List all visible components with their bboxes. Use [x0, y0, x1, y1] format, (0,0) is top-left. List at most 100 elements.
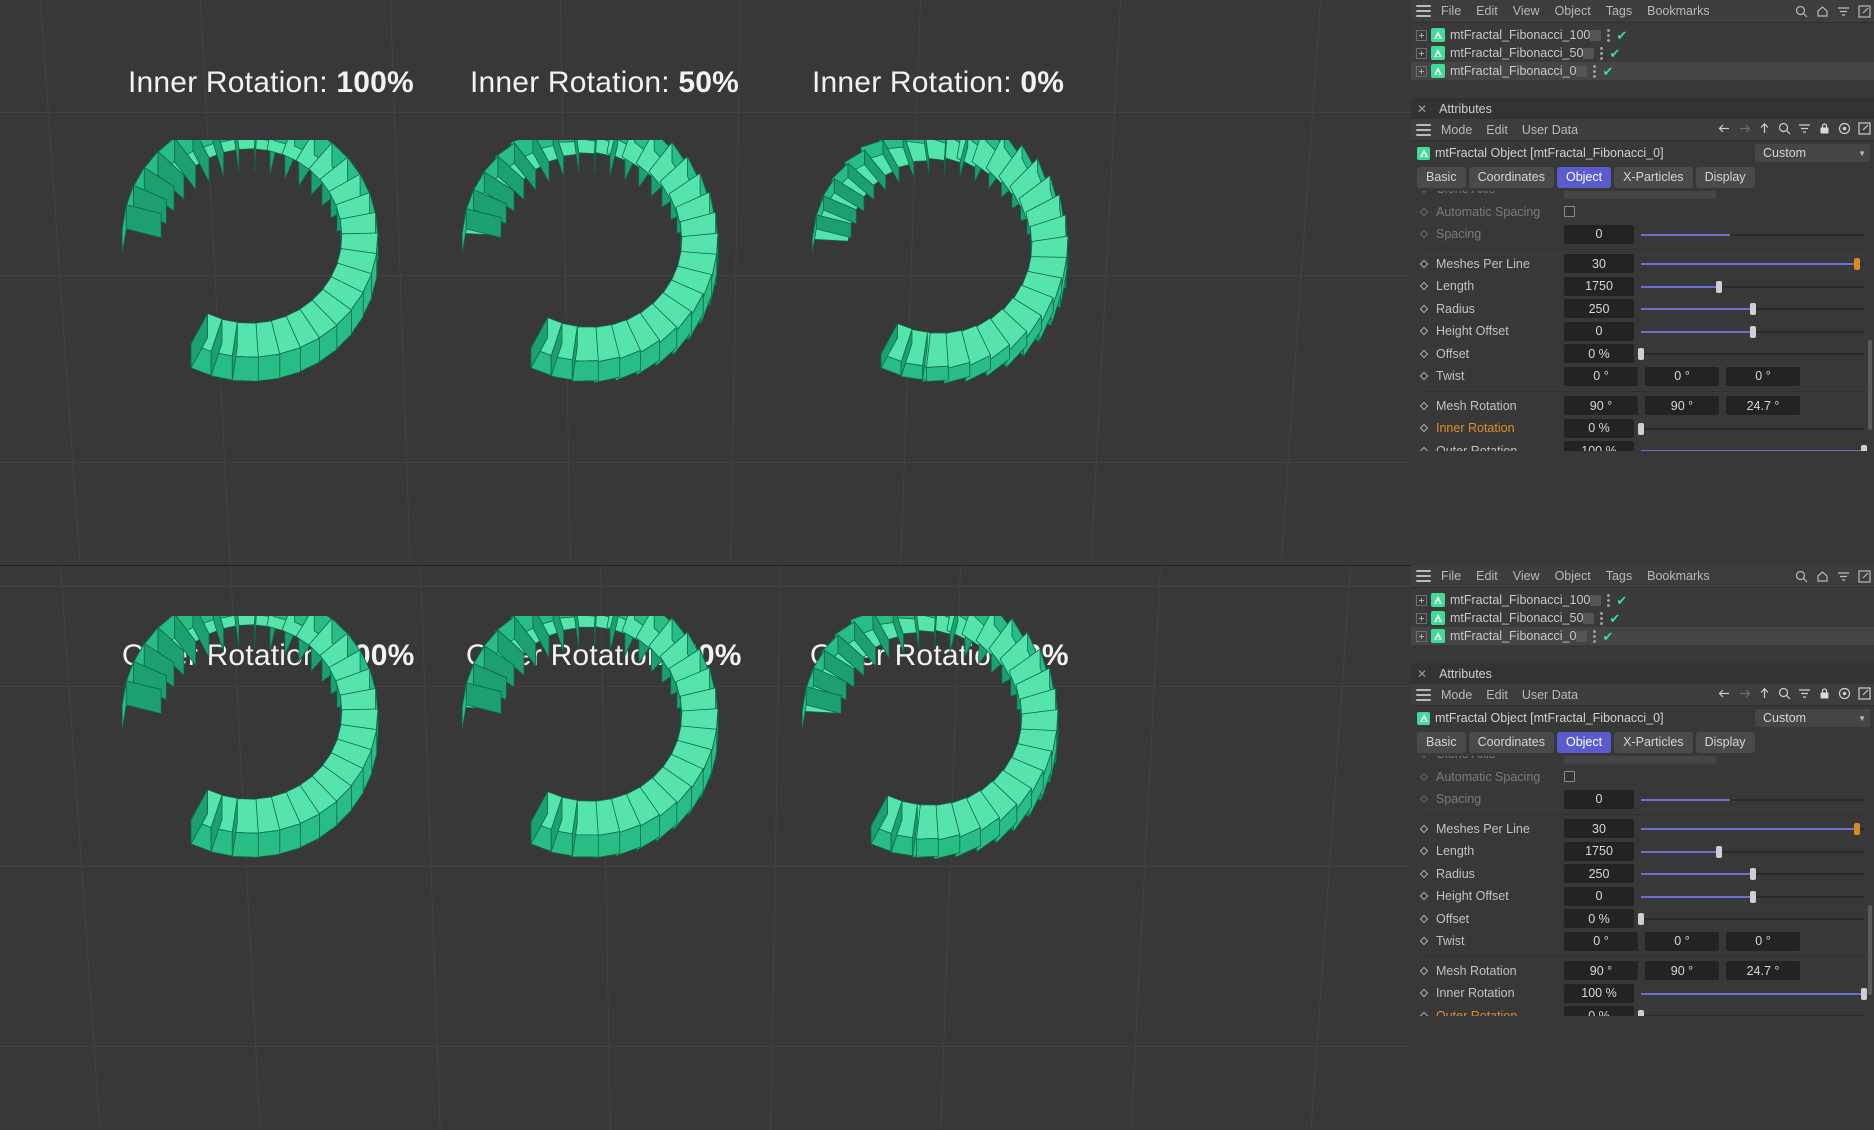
checkbox[interactable] — [1564, 771, 1575, 783]
param-slider[interactable] — [1641, 790, 1864, 809]
param-value-field-3[interactable]: 0 ° — [1726, 366, 1800, 386]
attributes-menubar[interactable]: Mode Edit User Data — [1411, 119, 1874, 141]
object-name[interactable]: mtFractal_Fibonacci_0 — [1450, 629, 1577, 643]
filter-icon[interactable] — [1837, 570, 1850, 583]
param-row-twist[interactable]: Twist 0 ° 0 ° 0 ° — [1411, 930, 1874, 953]
object-name[interactable]: mtFractal_Fibonacci_50 — [1450, 46, 1584, 60]
attributes-menubar[interactable]: Mode Edit User Data — [1411, 684, 1874, 706]
tag-icon[interactable] — [1590, 29, 1602, 41]
param-row-spacing[interactable]: Spacing 0 — [1411, 788, 1874, 811]
param-value-field-1[interactable]: 90 ° — [1564, 396, 1638, 416]
visibility-check-icon[interactable]: ✔ — [1602, 63, 1614, 79]
param-value-field[interactable]: 100 % — [1564, 441, 1634, 451]
up-arrow-icon[interactable] — [1758, 122, 1771, 138]
param-value-field[interactable]: 30 — [1564, 254, 1634, 274]
param-value-field[interactable]: 100 % — [1564, 983, 1634, 1003]
tab-basic[interactable]: Basic — [1417, 732, 1466, 753]
keyframe-diamond-icon[interactable] — [1419, 446, 1429, 451]
param-slider[interactable] — [1641, 277, 1864, 296]
dots-icon[interactable] — [1607, 593, 1611, 607]
om-menu-edit[interactable]: Edit — [1476, 4, 1498, 18]
slider-knob[interactable] — [1854, 258, 1861, 271]
tab-object[interactable]: Object — [1556, 732, 1612, 753]
am-menu-edit[interactable]: Edit — [1486, 687, 1508, 702]
keyframe-diamond-icon[interactable] — [1419, 304, 1429, 313]
filter-icon[interactable] — [1798, 122, 1811, 138]
object-tags[interactable]: ✔ — [1583, 610, 1874, 626]
param-value-field-1[interactable]: 0 ° — [1564, 931, 1638, 951]
keyframe-diamond-icon[interactable] — [1419, 756, 1429, 759]
param-row-length[interactable]: Length 1750 — [1411, 275, 1874, 298]
param-row-mesh-rotation[interactable]: Mesh Rotation 90 ° 90 ° 24.7 ° — [1411, 960, 1874, 983]
tab-object[interactable]: Object — [1556, 167, 1612, 188]
viewport-outer-rotation[interactable]: Outer Rotation: 100% Outer Rotation: 50%… — [0, 565, 1411, 1130]
param-row-height-offset[interactable]: Height Offset 0 — [1411, 885, 1874, 908]
parameter-list-top[interactable]: Clone Axis Automatic Spacing Spacing 0 Meshe… — [1411, 191, 1874, 451]
slider-knob[interactable] — [1861, 987, 1867, 1000]
object-tags[interactable]: ✔ — [1576, 63, 1874, 79]
attributes-tabs[interactable]: Basic Coordinates Object X-Particles Dis… — [1411, 730, 1874, 756]
slider-knob[interactable] — [1854, 823, 1861, 836]
param-row-automatic-spacing[interactable]: Automatic Spacing — [1411, 766, 1874, 789]
param-value-field-2[interactable]: 90 ° — [1645, 961, 1719, 981]
slider-knob[interactable] — [1749, 868, 1756, 881]
object-list-top[interactable]: mtFractal_Fibonacci_100 ✔ mtFractal_Fibo… — [1411, 23, 1874, 80]
list-item[interactable]: mtFractal_Fibonacci_50 ✔ — [1411, 44, 1874, 62]
param-row-outer-rotation[interactable]: Outer Rotation 100 % — [1411, 440, 1874, 451]
param-slider[interactable] — [1638, 344, 1864, 363]
keyframe-diamond-icon[interactable] — [1419, 869, 1429, 878]
param-value-field-3[interactable]: 0 ° — [1726, 931, 1800, 951]
param-row-mesh-rotation[interactable]: Mesh Rotation 90 ° 90 ° 24.7 ° — [1411, 395, 1874, 418]
tag-icon[interactable] — [1576, 65, 1588, 77]
expand-icon[interactable] — [1416, 630, 1427, 642]
dots-icon[interactable] — [1600, 611, 1604, 625]
list-item[interactable]: mtFractal_Fibonacci_0 ✔ — [1411, 627, 1874, 645]
object-name[interactable]: mtFractal_Fibonacci_50 — [1450, 611, 1584, 625]
param-value-field-1[interactable]: 0 ° — [1564, 366, 1638, 386]
list-item[interactable]: mtFractal_Fibonacci_100 ✔ — [1411, 591, 1874, 609]
tag-icon[interactable] — [1576, 630, 1588, 642]
keyframe-diamond-icon[interactable] — [1419, 892, 1429, 901]
param-value-field[interactable]: 0 % — [1564, 909, 1634, 929]
param-slider[interactable] — [1641, 842, 1864, 861]
keyframe-diamond-icon[interactable] — [1419, 282, 1429, 291]
param-value-field[interactable]: 0 % — [1564, 1006, 1634, 1016]
param-value-field[interactable]: 30 — [1564, 819, 1634, 839]
param-value-field[interactable]: 250 — [1564, 299, 1634, 319]
keyframe-diamond-icon[interactable] — [1419, 914, 1429, 923]
keyframe-diamond-icon[interactable] — [1419, 259, 1429, 268]
dots-icon[interactable] — [1593, 629, 1597, 643]
tag-icon[interactable] — [1583, 47, 1595, 59]
attributes-manager-top[interactable]: ✕ Attributes Mode Edit User Data — [1411, 98, 1874, 451]
slider-knob[interactable] — [1749, 325, 1756, 338]
parameter-list-bottom[interactable]: Clone Axis Automatic Spacing Spacing 0 Meshe… — [1411, 756, 1874, 1016]
keyframe-diamond-icon[interactable] — [1419, 327, 1429, 336]
menu-hamburger-icon[interactable] — [1416, 123, 1431, 136]
slider-knob[interactable] — [1749, 890, 1756, 903]
param-value-field[interactable]: 0 % — [1564, 418, 1634, 438]
slider-knob[interactable] — [1749, 303, 1756, 316]
visibility-check-icon[interactable]: ✔ — [1609, 610, 1621, 626]
param-slider[interactable] — [1641, 887, 1864, 906]
om-menu-edit[interactable]: Edit — [1476, 569, 1498, 583]
lock-icon[interactable] — [1818, 122, 1831, 138]
param-value-field[interactable]: 0 — [1564, 224, 1634, 244]
om-menu-view[interactable]: View — [1512, 569, 1540, 583]
param-row-clone-axis[interactable]: Clone Axis — [1411, 756, 1874, 766]
param-value-field[interactable]: 1750 — [1564, 841, 1634, 861]
tab-display[interactable]: Display — [1695, 167, 1755, 188]
om-menu-bookmarks[interactable]: Bookmarks — [1647, 4, 1710, 18]
keyframe-diamond-icon[interactable] — [1419, 847, 1429, 856]
dots-icon[interactable] — [1600, 46, 1604, 60]
param-value-field-3[interactable]: 24.7 ° — [1726, 961, 1800, 981]
keyframe-diamond-icon[interactable] — [1419, 207, 1429, 216]
attributes-manager-bottom[interactable]: ✕ Attributes Mode Edit User Data — [1411, 663, 1874, 1016]
param-slider[interactable] — [1638, 1006, 1864, 1016]
tag-icon[interactable] — [1590, 594, 1602, 606]
param-value-field[interactable]: 250 — [1564, 864, 1634, 884]
param-row-automatic-spacing[interactable]: Automatic Spacing — [1411, 201, 1874, 224]
expand-icon[interactable] — [1416, 29, 1427, 41]
slider-knob[interactable] — [1861, 445, 1867, 451]
param-row-outer-rotation[interactable]: Outer Rotation 0 % — [1411, 1005, 1874, 1016]
search-icon[interactable] — [1795, 5, 1808, 18]
